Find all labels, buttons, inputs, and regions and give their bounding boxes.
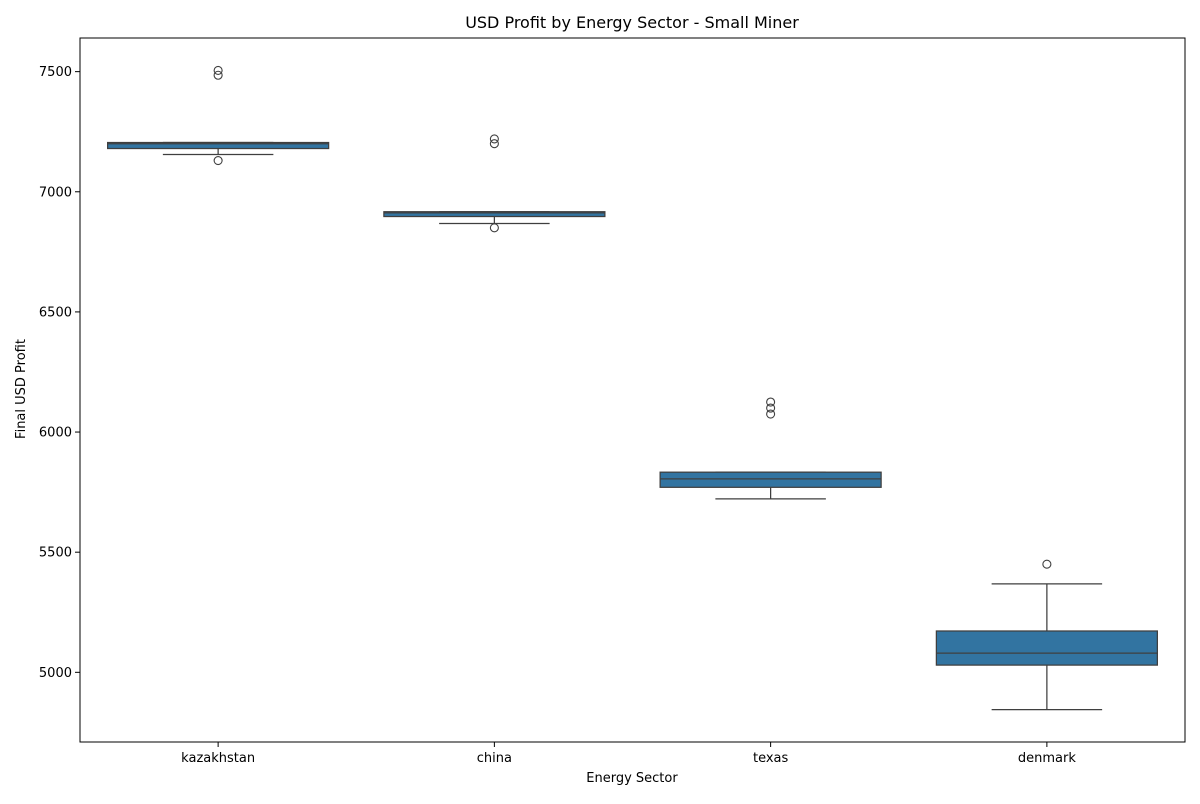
outlier-point — [489, 139, 499, 149]
outlier-point — [489, 134, 499, 144]
iqr-box — [659, 471, 882, 488]
outlier-point — [766, 409, 776, 419]
box-group-kazakhstan — [107, 65, 330, 166]
x-tick-label: denmark — [1018, 751, 1076, 766]
x-tick-label: china — [477, 751, 512, 766]
y-tick-label: 6000 — [39, 426, 72, 441]
outlier-point — [213, 155, 223, 166]
outlier-point — [213, 65, 223, 75]
x-tick-label: texas — [753, 751, 789, 766]
iqr-box — [383, 211, 606, 218]
outlier-point — [766, 397, 776, 407]
x-axis-label: Energy Sector — [586, 771, 678, 786]
iqr-box — [107, 141, 330, 150]
plot-frame — [79, 37, 1186, 743]
box-group-china — [383, 134, 606, 233]
chart-title: USD Profit by Energy Sector - Small Mine… — [465, 13, 799, 32]
y-tick-label: 6500 — [39, 305, 72, 320]
y-tick-label: 5500 — [39, 546, 72, 561]
box-group-denmark — [935, 559, 1158, 711]
y-tick-label: 7000 — [39, 185, 72, 200]
y-tick-label: 5000 — [39, 666, 72, 681]
outlier-point — [213, 70, 223, 80]
axes: 5000 5500 6000 6500 7000 7500 kazakhstan china t… — [39, 37, 1186, 766]
x-tick-label: kazakhstan — [181, 751, 255, 766]
outlier-point — [489, 223, 499, 233]
outlier-point — [1042, 559, 1052, 569]
box-group-texas — [659, 397, 882, 500]
y-tick-label: 7500 — [39, 65, 72, 80]
plot-area — [107, 65, 1158, 711]
iqr-box — [935, 630, 1158, 666]
y-axis-label: Final USD Profit — [14, 339, 29, 439]
outlier-point — [766, 403, 776, 413]
